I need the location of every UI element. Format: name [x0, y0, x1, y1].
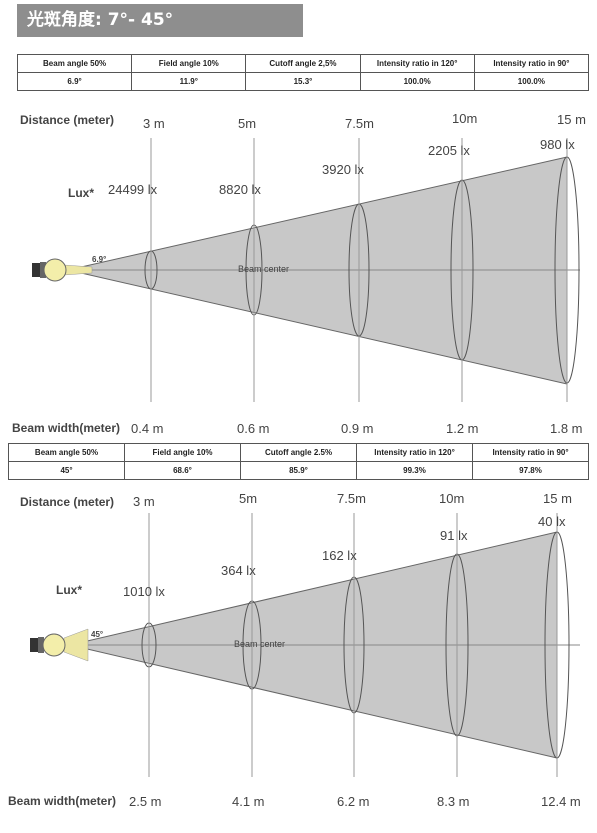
- lux-label: Lux*: [56, 583, 82, 597]
- table-row: 45° 68.6° 85.9° 99.3% 97.8%: [8, 461, 589, 480]
- distance-value: 7.5m: [337, 491, 366, 506]
- beam-width-value: 0.4 m: [131, 421, 164, 436]
- distance-label: Distance (meter): [20, 495, 114, 509]
- beam-center-label: Beam center: [238, 264, 289, 274]
- lux-value: 8820 lx: [219, 182, 261, 197]
- beam-angle-label: 6.9°: [92, 255, 106, 264]
- beam-width-value: 1.8 m: [550, 421, 583, 436]
- beam-width-value: 4.1 m: [232, 794, 265, 809]
- distance-value: 5m: [239, 491, 257, 506]
- table-cell: 45°: [8, 461, 125, 480]
- table-cell: 68.6°: [124, 461, 241, 480]
- beam-diagram-narrow: Distance (meter) 3 m 5m 7.5m 10m 15 m Lu…: [12, 111, 586, 436]
- beam-width-label: Beam width(meter): [8, 794, 116, 808]
- lux-value: 3920 lx: [322, 162, 364, 177]
- distance-value: 5m: [238, 116, 256, 131]
- lux-value: 364 lx: [221, 563, 256, 578]
- light-fixture-icon: [30, 628, 89, 662]
- lux-value: 40 lx: [538, 514, 566, 529]
- light-fixture-icon: [32, 258, 93, 282]
- table-cell: 100.0%: [473, 72, 590, 91]
- beam-width-value: 8.3 m: [437, 794, 470, 809]
- distance-value: 15 m: [543, 491, 572, 506]
- beam-center-label: Beam center: [234, 639, 285, 649]
- lux-value: 1010 lx: [123, 584, 165, 599]
- lux-value: 162 lx: [322, 548, 357, 563]
- distance-value: 3 m: [133, 494, 155, 509]
- table-header-row: Beam angle 50% Field angle 10% Cutoff an…: [16, 54, 590, 73]
- beam-diagram-wide: Distance (meter) 3 m 5m 7.5m 10m 15 m Lu…: [8, 491, 581, 809]
- distance-value: 7.5m: [345, 116, 374, 131]
- lux-value: 980 lx: [540, 137, 575, 152]
- table-cell: 97.8%: [472, 461, 589, 480]
- lux-value: 2205 lx: [428, 143, 470, 158]
- table-cell: 100.0%: [359, 72, 475, 91]
- beam-angle-label: 45°: [91, 630, 103, 639]
- beam-width-label: Beam width(meter): [12, 421, 120, 435]
- beam-width-value: 1.2 m: [446, 421, 479, 436]
- page-title: 光斑角度: 7°- 45°: [17, 4, 303, 37]
- beam-width-value: 12.4 m: [541, 794, 581, 809]
- distance-value: 15 m: [557, 112, 586, 127]
- beam-width-value: 0.6 m: [237, 421, 270, 436]
- distance-value: 10m: [439, 491, 464, 506]
- table-row: 6.9° 11.9° 15.3° 100.0% 100.0%: [16, 72, 590, 91]
- distance-value: 10m: [452, 111, 477, 126]
- lux-value: 91 lx: [440, 528, 468, 543]
- beam-width-value: 2.5 m: [129, 794, 162, 809]
- spec-table-narrow: Beam angle 50% Field angle 10% Cutoff an…: [16, 54, 590, 91]
- distance-value: 3 m: [143, 116, 165, 131]
- lux-label: Lux*: [68, 186, 94, 200]
- beam-width-value: 6.2 m: [337, 794, 370, 809]
- beam-width-value: 0.9 m: [341, 421, 374, 436]
- spec-table-wide: Beam angle 50% Field angle 10% Cutoff an…: [8, 443, 589, 480]
- distance-label: Distance (meter): [20, 113, 114, 127]
- lux-value: 24499 lx: [108, 182, 158, 197]
